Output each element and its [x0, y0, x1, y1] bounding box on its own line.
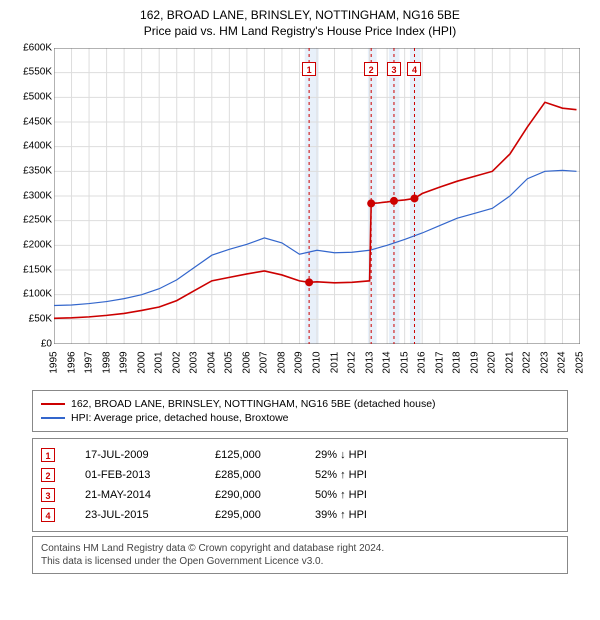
x-axis-label: 2022	[522, 351, 533, 373]
x-axis-label: 2000	[136, 351, 147, 373]
x-axis-label: 2011	[329, 351, 340, 373]
y-axis-label: £350K	[12, 165, 52, 176]
chart-marker-4: 4	[407, 62, 421, 76]
x-axis-label: 2013	[364, 351, 375, 373]
x-axis-label: 1999	[119, 351, 130, 373]
legend-swatch	[41, 417, 65, 419]
legend-swatch	[41, 403, 65, 405]
sale-price: £290,000	[215, 489, 315, 501]
sale-marker: 1	[41, 448, 55, 462]
x-axis-label: 2002	[171, 351, 182, 373]
sale-price: £285,000	[215, 469, 315, 481]
x-axis-label: 1995	[49, 351, 60, 373]
legend-item: HPI: Average price, detached house, Brox…	[41, 411, 559, 425]
x-axis-label: 2012	[347, 351, 358, 373]
sale-pct-vs-hpi: 39% ↑ HPI	[315, 509, 435, 521]
legend-box: 162, BROAD LANE, BRINSLEY, NOTTINGHAM, N…	[32, 390, 568, 432]
y-axis-label: £100K	[12, 289, 52, 300]
x-axis-label: 2018	[452, 351, 463, 373]
legend-label: 162, BROAD LANE, BRINSLEY, NOTTINGHAM, N…	[71, 398, 436, 410]
legend-label: HPI: Average price, detached house, Brox…	[71, 412, 289, 424]
footer-attribution: Contains HM Land Registry data © Crown c…	[32, 536, 568, 574]
x-axis-label: 2023	[539, 351, 550, 373]
sale-date: 23-JUL-2015	[85, 509, 215, 521]
x-axis-label: 2016	[417, 351, 428, 373]
legend-item: 162, BROAD LANE, BRINSLEY, NOTTINGHAM, N…	[41, 397, 559, 411]
sale-marker: 3	[41, 488, 55, 502]
y-axis-label: £400K	[12, 141, 52, 152]
y-axis-label: £450K	[12, 116, 52, 127]
x-axis-label: 1998	[101, 351, 112, 373]
x-axis-label: 2004	[206, 351, 217, 373]
y-axis-label: £550K	[12, 67, 52, 78]
x-axis-label: 2019	[469, 351, 480, 373]
x-axis-label: 2009	[294, 351, 305, 373]
y-axis-label: £50K	[12, 313, 52, 324]
sale-marker: 4	[41, 508, 55, 522]
sale-date: 01-FEB-2013	[85, 469, 215, 481]
x-axis-label: 2025	[575, 351, 586, 373]
x-axis-label: 2010	[312, 351, 323, 373]
sale-row: 4 23-JUL-2015£295,00039% ↑ HPI	[41, 505, 559, 525]
sale-pct-vs-hpi: 52% ↑ HPI	[315, 469, 435, 481]
x-axis-label: 1997	[84, 351, 95, 373]
chart-marker-3: 3	[387, 62, 401, 76]
sale-row: 1 17-JUL-2009£125,00029% ↓ HPI	[41, 445, 559, 465]
x-axis-label: 2024	[557, 351, 568, 373]
y-axis-label: £150K	[12, 264, 52, 275]
chart-title-line2: Price paid vs. HM Land Registry's House …	[12, 24, 588, 38]
sales-table: 1 17-JUL-2009£125,00029% ↓ HPI 2 01-FEB-201…	[32, 438, 568, 532]
chart-marker-1: 1	[302, 62, 316, 76]
x-axis-label: 2003	[189, 351, 200, 373]
y-axis-label: £0	[12, 338, 52, 349]
x-axis-label: 2017	[434, 351, 445, 373]
x-axis-label: 2001	[154, 351, 165, 373]
chart-marker-2: 2	[364, 62, 378, 76]
sale-row: 2 01-FEB-2013£285,00052% ↑ HPI	[41, 465, 559, 485]
footer-line1: Contains HM Land Registry data © Crown c…	[41, 542, 559, 555]
x-axis-label: 2005	[224, 351, 235, 373]
sale-row: 3 21-MAY-2014£290,00050% ↑ HPI	[41, 485, 559, 505]
y-axis-label: £200K	[12, 239, 52, 250]
x-axis-label: 2006	[241, 351, 252, 373]
x-axis-label: 2020	[487, 351, 498, 373]
sale-date: 21-MAY-2014	[85, 489, 215, 501]
sale-pct-vs-hpi: 29% ↓ HPI	[315, 449, 435, 461]
footer-line2: This data is licensed under the Open Gov…	[41, 555, 559, 568]
plot-region	[54, 48, 580, 344]
x-axis-label: 2015	[399, 351, 410, 373]
sale-price: £125,000	[215, 449, 315, 461]
y-axis-label: £600K	[12, 42, 52, 53]
x-axis-label: 2007	[259, 351, 270, 373]
sale-price: £295,000	[215, 509, 315, 521]
sale-date: 17-JUL-2009	[85, 449, 215, 461]
x-axis-label: 2008	[276, 351, 287, 373]
x-axis-label: 1996	[66, 351, 77, 373]
y-axis-label: £250K	[12, 215, 52, 226]
y-axis-label: £500K	[12, 91, 52, 102]
x-axis-label: 2014	[382, 351, 393, 373]
sale-pct-vs-hpi: 50% ↑ HPI	[315, 489, 435, 501]
sale-marker: 2	[41, 468, 55, 482]
x-axis-label: 2021	[504, 351, 515, 373]
chart-area: £0 £50K £100K £150K £200K £250K £300K £350K £400…	[12, 44, 588, 384]
chart-title-line1: 162, BROAD LANE, BRINSLEY, NOTTINGHAM, N…	[12, 8, 588, 24]
y-axis-label: £300K	[12, 190, 52, 201]
